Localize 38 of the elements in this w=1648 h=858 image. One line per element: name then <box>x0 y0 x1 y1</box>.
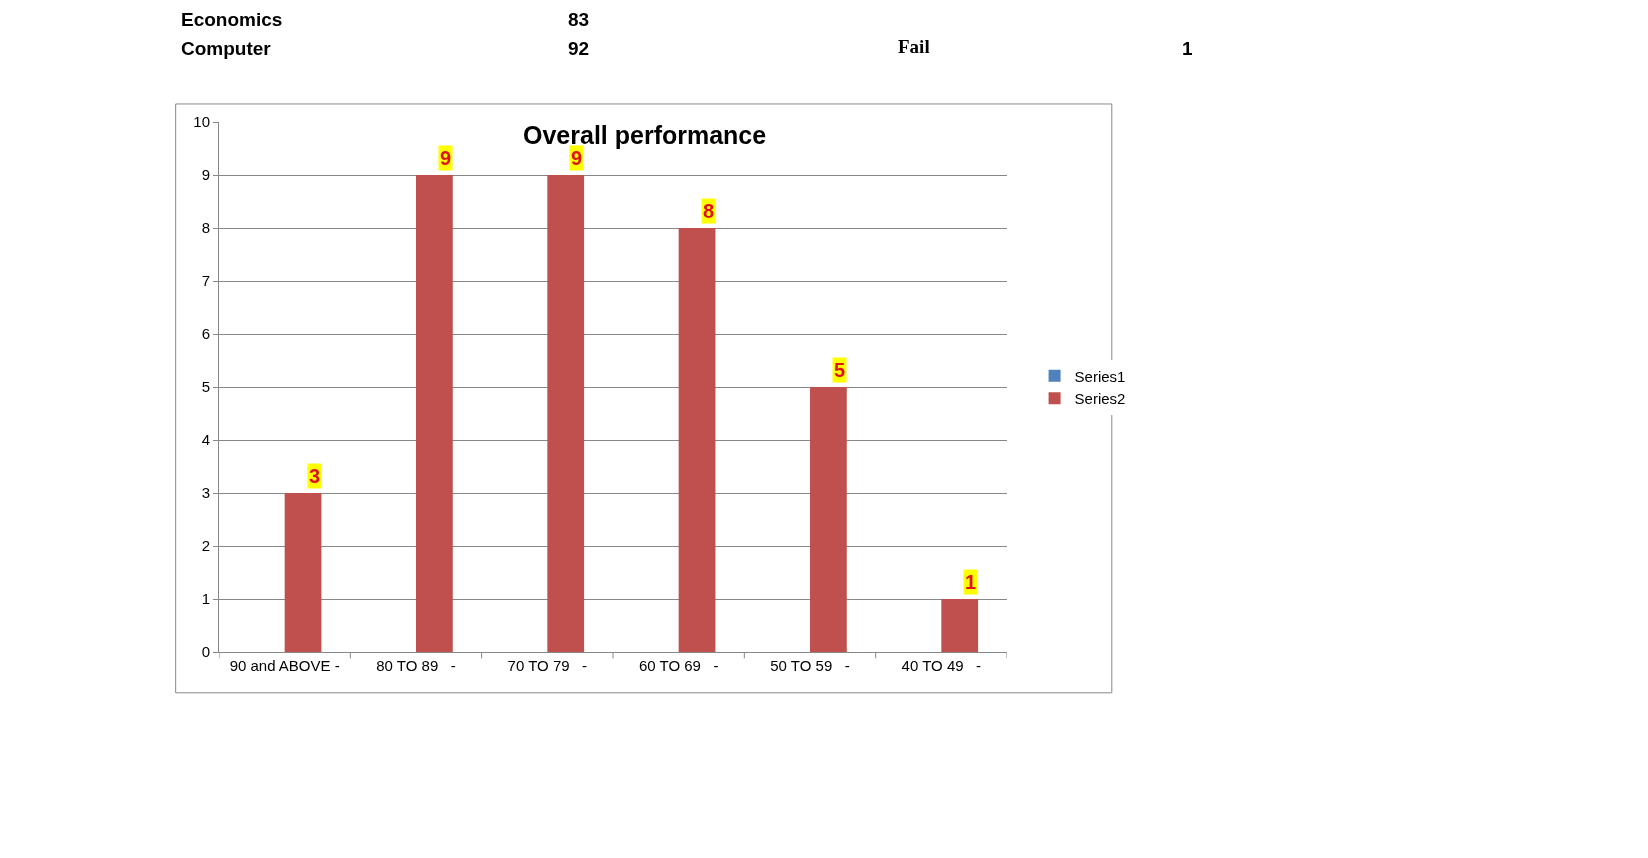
bar <box>941 599 979 652</box>
y-tick-label: 0 <box>201 643 210 661</box>
data-label: 9 <box>440 147 452 169</box>
x-tick-label: 50 TO 59 - <box>770 657 850 674</box>
x-tick-label: 40 TO 49 - <box>901 657 982 674</box>
data-label: 3 <box>309 465 321 487</box>
x-tick-label: 80 TO 89 - <box>376 657 456 674</box>
x-tick-label: 60 TO 69 - <box>638 657 719 674</box>
data-label: 9 <box>571 147 583 169</box>
y-tick-label: 4 <box>201 431 210 449</box>
text: 1 <box>1182 38 1193 59</box>
legend-label: Series2 <box>1074 390 1126 408</box>
y-tick-label: 9 <box>201 166 210 184</box>
bar <box>810 387 847 652</box>
y-tick-label: 5 <box>201 378 210 396</box>
bar <box>678 228 716 652</box>
text: 83 <box>568 9 590 30</box>
x-tick-label: 70 TO 79 - <box>507 657 588 674</box>
y-tick-label: 3 <box>201 484 210 502</box>
text: Fail <box>898 36 930 57</box>
data-label: 8 <box>703 200 715 222</box>
text: Computer <box>181 38 272 59</box>
legend-label: Series1 <box>1074 367 1126 385</box>
bar <box>547 175 585 652</box>
text: 92 <box>568 38 590 59</box>
y-tick-label: 2 <box>201 537 210 555</box>
y-tick-label: 8 <box>201 219 210 237</box>
bar <box>416 175 453 652</box>
y-tick-label: 6 <box>201 325 210 343</box>
bar <box>284 493 322 652</box>
y-tick-label: 7 <box>201 272 210 290</box>
text: Economics <box>181 9 283 30</box>
data-label: 5 <box>834 359 846 381</box>
chart-title: Overall performance <box>523 121 767 149</box>
data-label: 1 <box>965 571 977 593</box>
y-tick-label: 10 <box>193 113 210 131</box>
y-tick-label: 1 <box>201 590 210 608</box>
x-tick-label: 90 and ABOVE - <box>229 657 340 674</box>
